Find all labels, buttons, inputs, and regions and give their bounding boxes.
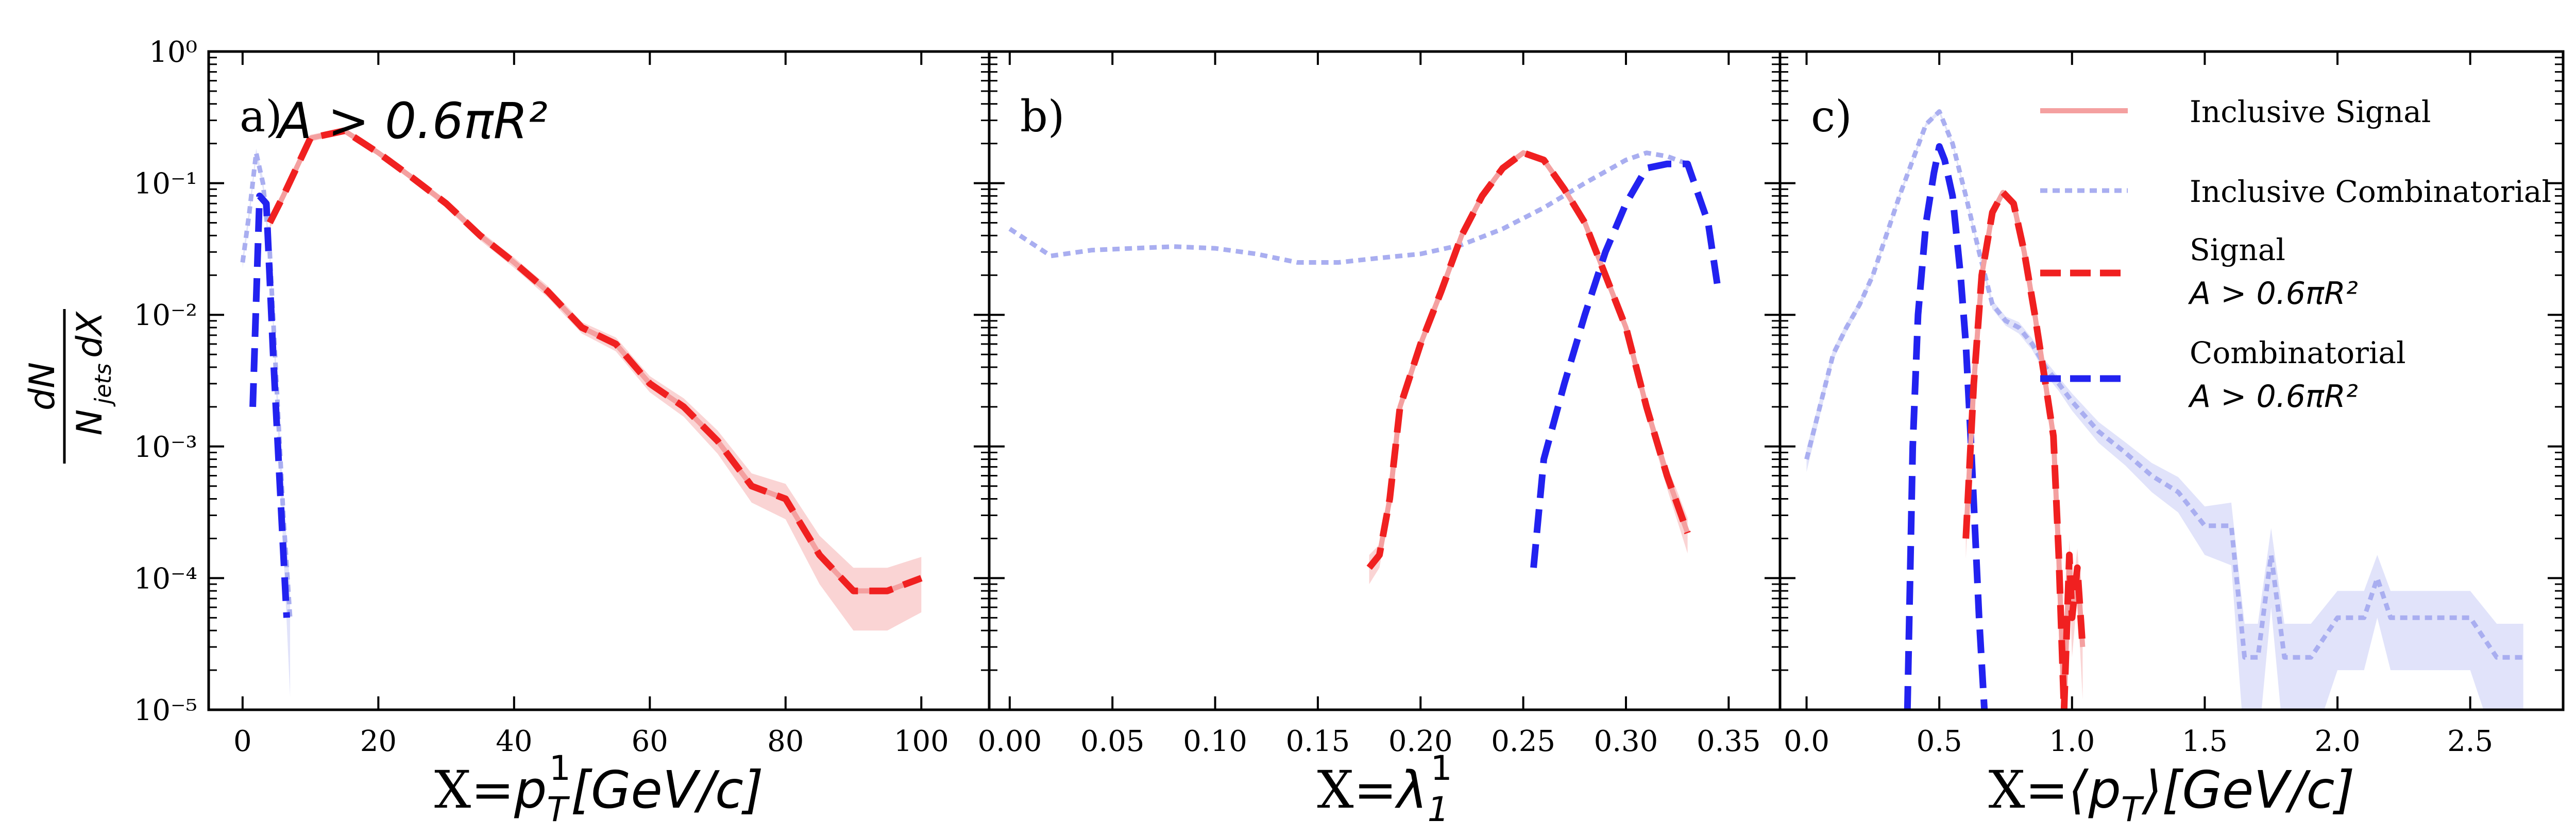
panel-label: a) <box>240 91 282 142</box>
x-axis-label: X=⟨pT⟩[GeV/c] <box>1989 760 2355 829</box>
y-ticks <box>209 50 989 711</box>
plot-area <box>1804 109 2523 710</box>
series-line-inc-signal <box>267 128 923 594</box>
panel-label: b) <box>1020 91 1065 142</box>
series-line-comb <box>1904 143 1988 710</box>
y-label-denominator-sub: jets <box>90 363 116 406</box>
y-tick-label: 10⁻³ <box>134 431 197 464</box>
x-tick-label: 0.25 <box>1491 725 1555 758</box>
x-tick-label: 0.0 <box>1784 725 1829 758</box>
y-tick-label: 10⁰ <box>149 36 197 69</box>
y-label-denominator-tail: dX <box>70 311 110 358</box>
axes-frame <box>1778 50 2565 711</box>
x-tick-label: 0.5 <box>1917 725 1962 758</box>
panel-2: 0.00 0.05 0.10 0.15 0.20 0.25 0.30 0.35 b) X=λ11 <box>978 50 1782 829</box>
x-tick-label: 2.5 <box>2447 725 2493 758</box>
x-axis-label: X=pT1[GeV/c] <box>434 748 764 829</box>
x-ticks: 0.00 0.05 0.10 0.15 0.20 0.25 0.30 0.35 <box>978 52 1761 758</box>
y-tick-label: 10⁻⁴ <box>134 562 197 595</box>
panel-title: A > 0.6πR² <box>275 92 548 150</box>
x-axis-label: X=λ11 <box>1317 748 1452 829</box>
y-tick-label: 10⁻² <box>134 299 197 332</box>
x-tick-label: 0.35 <box>1697 725 1761 758</box>
y-axis-label: dN N jets dX <box>22 309 116 464</box>
y-label-numerator: dN <box>22 362 63 411</box>
x-tick-label: 0.15 <box>1286 725 1350 758</box>
y-tick-label: 10⁻⁵ <box>134 694 197 727</box>
panel-3: 0.0 0.5 1.0 1.5 2.0 2.5 c) X=⟨pT⟩[GeV/c] <box>1778 50 2565 829</box>
x-ticks: 0 20 40 60 80 100 <box>233 52 949 758</box>
y-ticks <box>1780 50 2563 711</box>
y-tick-label: 10⁻¹ <box>134 167 197 201</box>
legend-item-inc-signal: Inclusive Signal <box>2040 94 2431 129</box>
series-line-inc-comb <box>240 150 293 618</box>
x-tick-label: 20 <box>360 725 397 758</box>
series-line-signal <box>266 127 923 594</box>
series-line-comb <box>249 192 290 618</box>
x-tick-label: 80 <box>767 725 804 758</box>
series-line-inc-comb <box>1008 150 1689 265</box>
legend-item-comb: Combinatorial A > 0.6πR² <box>2040 335 2406 415</box>
x-tick-label: 60 <box>632 725 668 758</box>
axes-frame <box>988 50 1782 711</box>
legend-label: Combinatorial <box>2190 335 2406 370</box>
x-tick-label: 0.10 <box>1183 725 1247 758</box>
series-line-signal <box>1366 149 1691 570</box>
y-label-denominator-main: N <box>70 409 110 436</box>
legend-item-inc-comb: Inclusive Combinatorial <box>2040 174 2551 209</box>
legend-label-sub: A > 0.6πR² <box>2188 276 2358 312</box>
series-line-inc-comb <box>1804 109 2523 660</box>
legend-label-sub: A > 0.6πR² <box>2188 379 2358 415</box>
x-ticks: 0.0 0.5 1.0 1.5 2.0 2.5 <box>1784 52 2493 758</box>
legend-label: Signal <box>2190 232 2285 267</box>
plot-area <box>240 127 923 697</box>
legend-label: Inclusive Combinatorial <box>2190 174 2551 209</box>
legend-label: Inclusive Signal <box>2190 94 2431 129</box>
x-tick-label: 1.5 <box>2182 725 2228 758</box>
band-inc-signal <box>269 128 922 631</box>
series-line-signal <box>1962 189 2086 710</box>
x-tick-label: 0.00 <box>978 725 1042 758</box>
x-tick-label: 0.05 <box>1080 725 1145 758</box>
x-tick-label: 40 <box>496 725 532 758</box>
x-tick-label: 0 <box>233 725 252 758</box>
panel-label: c) <box>1811 91 1852 142</box>
x-tick-label: 100 <box>894 725 949 758</box>
plot-area <box>1008 149 1722 585</box>
band-inc-comb <box>1806 109 2523 710</box>
x-tick-label: 0.30 <box>1594 725 1658 758</box>
x-tick-label: 2.0 <box>2315 725 2361 758</box>
y-ticks <box>989 50 1780 711</box>
panel-1: 0 20 40 60 80 100 10⁻⁵ 10⁻⁴ 10⁻³ 10⁻² 10⁻¹ 10⁰ a)A >… <box>134 36 991 829</box>
x-tick-label: 1.0 <box>2049 725 2095 758</box>
series-line-comb <box>1530 160 1722 568</box>
x-tick-label: 0.20 <box>1388 725 1453 758</box>
legend: Inclusive Signal Inclusive Combinatorial S… <box>2040 94 2551 415</box>
legend-item-signal: Signal A > 0.6πR² <box>2040 232 2358 312</box>
